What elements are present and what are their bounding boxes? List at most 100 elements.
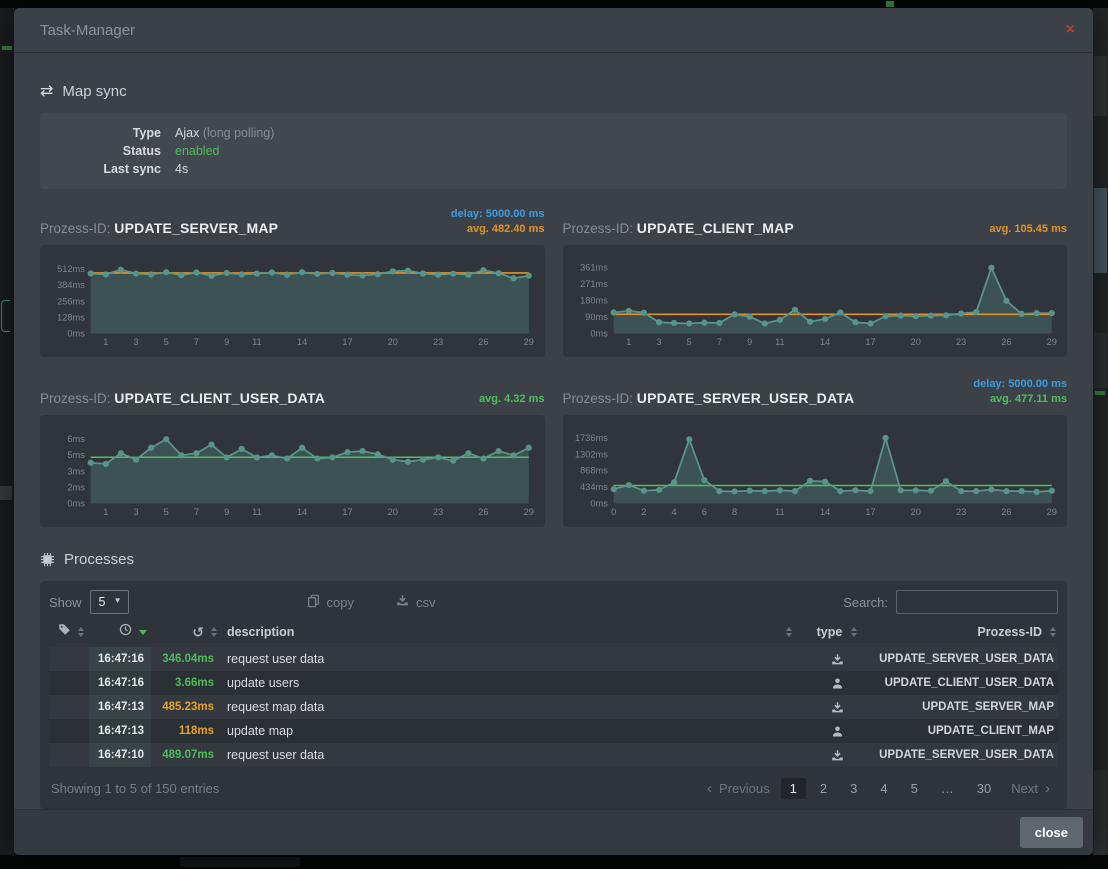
type-label: Type <box>132 126 161 140</box>
time-cell: 16:47:13 <box>89 695 151 719</box>
sync-arrows-icon: ⇄ <box>40 83 54 100</box>
svg-text:17: 17 <box>342 337 352 347</box>
column-description[interactable]: description <box>227 625 295 639</box>
table-row[interactable]: 16:47:13 118ms update map UPDATE_CLIENT_MAP <box>49 719 1058 743</box>
tag-icon[interactable] <box>58 623 71 641</box>
svg-text:868ms: 868ms <box>580 466 608 476</box>
svg-text:26: 26 <box>478 337 488 347</box>
svg-text:29: 29 <box>1046 507 1056 517</box>
background-fragment <box>180 857 300 867</box>
client-user-icon <box>832 725 842 737</box>
prozess-id-cell: UPDATE_SERVER_USER_DATA <box>879 749 1054 761</box>
page-button-3[interactable]: 3 <box>850 780 858 796</box>
svg-text:0ms: 0ms <box>590 498 608 508</box>
close-button[interactable]: close <box>1019 817 1083 848</box>
svg-text:6: 6 <box>701 507 706 517</box>
previous-page-button[interactable]: ‹ Previous <box>707 779 770 797</box>
search-input[interactable] <box>896 590 1058 614</box>
sort-duration[interactable] <box>211 627 217 637</box>
history-icon[interactable]: ↺ <box>192 624 204 640</box>
chart-panel: 0ms 90ms 180ms 271ms 361ms 1 3 5 7 9 11 14 17 20 23 26 2… <box>562 245 1067 357</box>
table-body: 16:47:16 346.04ms request user data UPDATE_… <box>49 647 1058 767</box>
duration-cell: 3.66ms <box>174 677 214 689</box>
sort-time-desc[interactable] <box>139 629 147 635</box>
latency-chart-update-server-map: 0ms 128ms 256ms 384ms 512ms 1 3 5 7 9 11 14 17 20 23 26… <box>57 264 534 347</box>
chart-stats: avg. 105.45 ms <box>989 207 1067 237</box>
server-download-icon <box>831 653 843 664</box>
page-button-30[interactable]: 30 <box>976 780 992 796</box>
svg-text:1736ms: 1736ms <box>575 433 608 443</box>
table-row[interactable]: 16:47:16 346.04ms request user data UPDATE_… <box>49 647 1058 671</box>
avg-stat: avg. 482.40 ms <box>466 223 545 235</box>
svg-text:11: 11 <box>775 507 785 517</box>
delay-stat: delay: 5000.00 ms <box>450 208 545 220</box>
type-cell <box>808 749 866 762</box>
avg-stat: avg. 4.32 ms <box>479 393 545 405</box>
chart-block-update-server-map: Prozess-ID: UPDATE_SERVER_MAP delay: 500… <box>40 203 545 357</box>
svg-text:1302ms: 1302ms <box>575 449 608 459</box>
svg-text:0ms: 0ms <box>67 498 85 508</box>
page-size-select[interactable]: 5 <box>89 590 129 614</box>
duration-cell: 489.07ms <box>162 749 214 761</box>
prozess-id-cell: UPDATE_CLIENT_MAP <box>927 725 1054 737</box>
page-button-4[interactable]: 4 <box>880 780 888 796</box>
svg-text:11: 11 <box>775 337 785 347</box>
svg-text:0ms: 0ms <box>67 328 85 338</box>
task-manager-modal: Task-Manager × ⇄ Map sync Type Ajax (lon… <box>14 8 1093 855</box>
map-sync-heading: ⇄ Map sync <box>40 81 1067 101</box>
svg-text:7: 7 <box>194 337 199 347</box>
page-button-2[interactable]: 2 <box>819 780 828 796</box>
page-button-5[interactable]: 5 <box>910 780 918 796</box>
pagination: ‹ Previous 1 2 3 4 5 … 30 Next › <box>701 777 1056 799</box>
avg-stat: avg. 105.45 ms <box>989 223 1067 235</box>
svg-text:4: 4 <box>671 507 676 517</box>
table-row[interactable]: 16:47:10 489.07ms request user data UPDATE_… <box>49 743 1058 767</box>
column-type[interactable]: type <box>816 625 843 639</box>
svg-text:9: 9 <box>224 507 229 517</box>
sort-prozess-id[interactable] <box>1050 627 1056 637</box>
background-fragment <box>1095 391 1105 395</box>
type-cell <box>808 725 866 738</box>
processes-heading: Processes <box>40 549 1067 569</box>
background-fragment <box>2 46 12 50</box>
background-fragment <box>1094 56 1107 116</box>
modal-body: ⇄ Map sync Type Ajax (long polling) Stat… <box>14 53 1093 809</box>
svg-text:5: 5 <box>686 337 691 347</box>
svg-text:90ms: 90ms <box>585 312 608 322</box>
svg-text:20: 20 <box>910 337 920 347</box>
map-sync-status-row: Status enabled <box>56 142 1051 160</box>
processes-table: ↺ description type <box>49 620 1058 767</box>
sort-description[interactable] <box>786 627 792 637</box>
svg-text:20: 20 <box>388 337 398 347</box>
csv-button[interactable]: csv <box>390 593 442 611</box>
close-icon[interactable]: × <box>1065 21 1075 38</box>
svg-text:434ms: 434ms <box>580 482 608 492</box>
prozess-id-cell: UPDATE_CLIENT_USER_DATA <box>884 677 1054 689</box>
type-cell <box>808 653 866 666</box>
processes-heading-label: Processes <box>64 550 135 568</box>
svg-text:11: 11 <box>252 507 262 517</box>
svg-text:23: 23 <box>433 337 443 347</box>
chart-block-update-server-user-data: Prozess-ID: UPDATE_SERVER_USER_DATA dela… <box>562 373 1067 527</box>
copy-icon <box>307 594 320 611</box>
time-cell: 16:47:16 <box>89 647 151 671</box>
next-page-button[interactable]: Next › <box>1011 779 1050 797</box>
chart-stats: delay: 5000.00 ms avg. 482.40 ms <box>451 207 545 237</box>
chevron-left-icon: ‹ <box>707 779 713 797</box>
sort-type[interactable] <box>851 627 858 637</box>
svg-text:512ms: 512ms <box>57 264 85 274</box>
modal-title: Task-Manager <box>40 21 136 39</box>
delay-stat: delay: 5000.00 ms <box>973 378 1067 390</box>
svg-text:5ms: 5ms <box>67 450 85 460</box>
svg-text:17: 17 <box>342 507 352 517</box>
column-prozess-id[interactable]: Prozess-ID <box>977 625 1042 639</box>
svg-text:5: 5 <box>164 337 169 347</box>
clock-icon[interactable] <box>119 623 132 641</box>
table-row[interactable]: 16:47:16 3.66ms update users UPDATE_CLIENT_… <box>49 671 1058 695</box>
modal-header: Task-Manager × <box>14 8 1093 53</box>
copy-button[interactable]: copy <box>301 593 360 612</box>
sort-status[interactable] <box>78 627 84 637</box>
page-button-1[interactable]: 1 <box>780 777 806 799</box>
table-row[interactable]: 16:47:13 485.23ms request map data UPDATE_S… <box>49 695 1058 719</box>
server-download-icon <box>831 701 843 712</box>
